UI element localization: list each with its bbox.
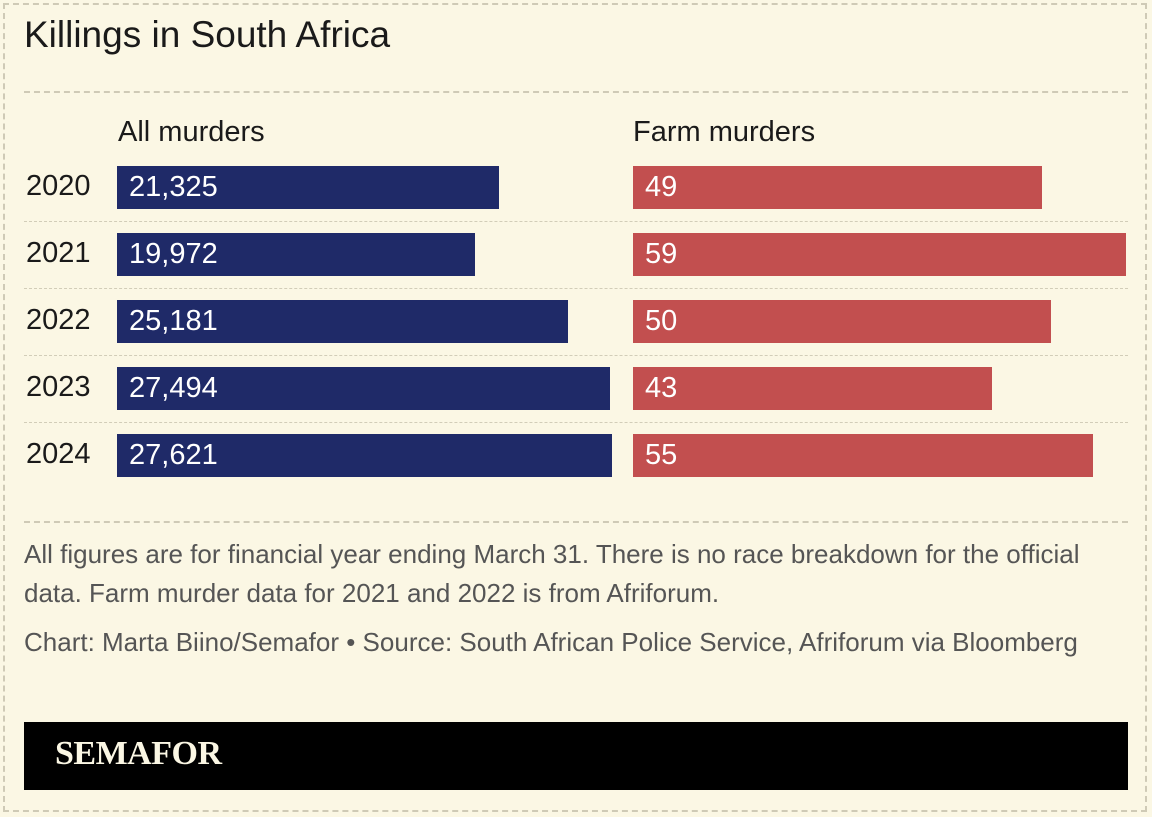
series-header-all-murders: All murders xyxy=(118,116,265,148)
chart-notes: All figures are for financial year endin… xyxy=(24,539,1080,608)
bar-all-murders: 25,181 xyxy=(117,300,568,343)
row-separator xyxy=(24,355,1128,356)
bar-value-label: 21,325 xyxy=(129,171,218,203)
footer-bar: SEMAFOR xyxy=(24,722,1128,790)
bar-farm-murders: 55 xyxy=(633,434,1093,477)
year-label: 2020 xyxy=(26,170,91,202)
bar-value-label: 55 xyxy=(645,439,678,471)
chart-title: Killings in South Africa xyxy=(24,14,391,55)
notes-divider xyxy=(24,521,1128,523)
bar-farm-murders: 59 xyxy=(633,233,1126,276)
bar-value-label: 49 xyxy=(645,171,678,203)
bar-all-murders: 27,621 xyxy=(117,434,612,477)
series-header-farm-murders: Farm murders xyxy=(633,116,816,148)
chart-source: Chart: Marta Biino/Semafor • Source: Sou… xyxy=(24,627,1078,657)
semafor-logo: SEMAFOR xyxy=(55,735,222,772)
bar-all-murders: 21,325 xyxy=(117,166,499,209)
bar-farm-murders: 49 xyxy=(633,166,1042,209)
bar-value-label: 50 xyxy=(645,305,678,337)
bar-value-label: 25,181 xyxy=(129,305,218,337)
row-separator xyxy=(24,288,1128,289)
bar-value-label: 19,972 xyxy=(129,238,218,270)
bar-farm-murders: 43 xyxy=(633,367,992,410)
year-label: 2024 xyxy=(26,438,91,470)
chart-frame xyxy=(3,3,1147,812)
bar-all-murders: 19,972 xyxy=(117,233,475,276)
bar-value-label: 59 xyxy=(645,238,678,270)
year-label: 2023 xyxy=(26,371,91,403)
title-divider xyxy=(24,91,1128,93)
bar-farm-murders: 50 xyxy=(633,300,1051,343)
year-label: 2022 xyxy=(26,304,91,336)
row-separator xyxy=(24,221,1128,222)
bar-value-label: 43 xyxy=(645,372,678,404)
year-label: 2021 xyxy=(26,237,91,269)
bar-value-label: 27,494 xyxy=(129,372,218,404)
row-separator xyxy=(24,422,1128,423)
bar-all-murders: 27,494 xyxy=(117,367,610,410)
bar-value-label: 27,621 xyxy=(129,439,218,471)
